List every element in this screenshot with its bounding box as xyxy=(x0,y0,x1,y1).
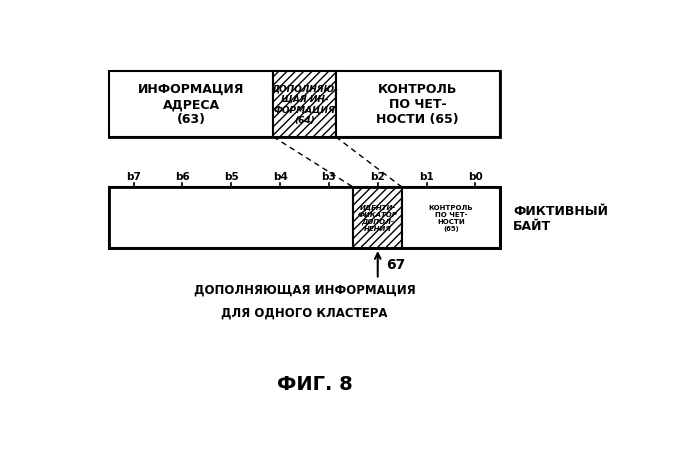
Bar xyxy=(109,72,273,138)
Text: ДОПОЛНЯЮЩАЯ ИНФОРМАЦИЯ: ДОПОЛНЯЮЩАЯ ИНФОРМАЦИЯ xyxy=(194,283,415,296)
Bar xyxy=(109,188,500,249)
Text: КОНТРОЛЬ
ПО ЧЕТ-
НОСТИ
(65): КОНТРОЛЬ ПО ЧЕТ- НОСТИ (65) xyxy=(428,205,473,232)
Text: b0: b0 xyxy=(468,171,483,182)
Text: КОНТРОЛЬ
ПО ЧЕТ-
НОСТИ (65): КОНТРОЛЬ ПО ЧЕТ- НОСТИ (65) xyxy=(377,83,459,126)
Bar xyxy=(354,188,402,249)
Text: 67: 67 xyxy=(386,257,405,271)
Bar xyxy=(354,188,402,249)
Text: ФИГ. 8: ФИГ. 8 xyxy=(277,374,354,393)
Text: b5: b5 xyxy=(224,171,239,182)
Text: ДОПОЛНЯЮ-
ЩАЯ ИН-
ФОРМАЦИЯ
(64): ДОПОЛНЯЮ- ЩАЯ ИН- ФОРМАЦИЯ (64) xyxy=(271,84,338,124)
Text: b6: b6 xyxy=(175,171,190,182)
Bar xyxy=(109,72,500,138)
Text: b1: b1 xyxy=(419,171,434,182)
Text: ИДЕНТИ-
ФИКАТОР
ДОПОЛ-
НЕНИЯ: ИДЕНТИ- ФИКАТОР ДОПОЛ- НЕНИЯ xyxy=(358,204,398,232)
Text: ФИКТИВНЫЙ
БАЙТ: ФИКТИВНЫЙ БАЙТ xyxy=(513,204,608,232)
Bar xyxy=(336,72,500,138)
Bar xyxy=(273,72,336,138)
Bar xyxy=(109,188,354,249)
Text: b2: b2 xyxy=(370,171,385,182)
Text: ИНФОРМАЦИЯ
АДРЕСА
(63): ИНФОРМАЦИЯ АДРЕСА (63) xyxy=(138,83,244,126)
Text: ДЛЯ ОДНОГО КЛАСТЕРА: ДЛЯ ОДНОГО КЛАСТЕРА xyxy=(221,306,388,319)
Bar xyxy=(273,72,336,138)
Text: b7: b7 xyxy=(126,171,141,182)
Bar xyxy=(109,188,500,249)
Bar xyxy=(402,188,500,249)
Text: b4: b4 xyxy=(272,171,288,182)
Text: b3: b3 xyxy=(321,171,336,182)
